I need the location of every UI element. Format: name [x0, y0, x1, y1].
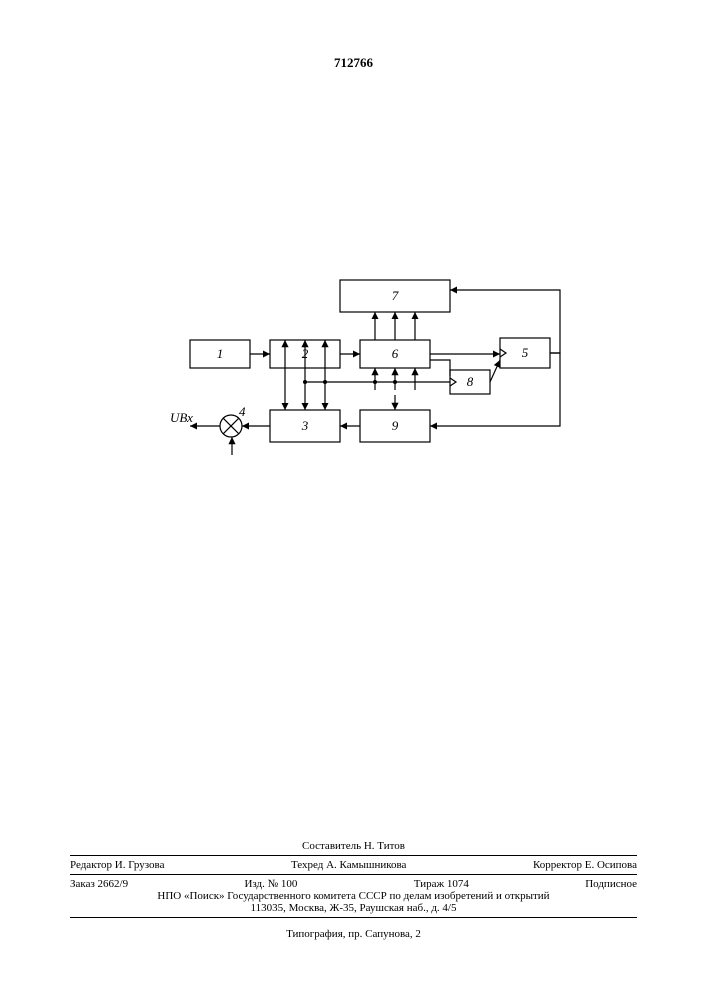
svg-text:5: 5 [522, 345, 529, 360]
compiler-line: Составитель Н. Титов [70, 840, 637, 852]
corrector: Корректор Е. Осипова [533, 859, 637, 871]
svg-text:6: 6 [392, 346, 399, 361]
print-row: Заказ 2662/9 Изд. № 100 Тираж 1074 Подпи… [70, 878, 637, 890]
issue: Изд. № 100 [244, 878, 297, 890]
footer-rule-1 [70, 855, 637, 856]
credits-row: Редактор И. Грузова Техред А. Камышников… [70, 859, 637, 871]
footer-block: Составитель Н. Титов Редактор И. Грузова… [70, 840, 637, 940]
tirage: Тираж 1074 [414, 878, 469, 890]
address: 113035, Москва, Ж-35, Раушская наб., д. … [70, 902, 637, 914]
page-number: 712766 [0, 55, 707, 71]
svg-text:3: 3 [301, 418, 309, 433]
org: НПО «Поиск» Государственного комитета СС… [70, 890, 637, 902]
svg-text:4: 4 [239, 404, 246, 419]
svg-text:8: 8 [467, 374, 474, 389]
footer-rule-2 [70, 874, 637, 875]
subscription: Подписное [585, 878, 637, 890]
editor: Редактор И. Грузова [70, 859, 164, 871]
techred: Техред А. Камышникова [291, 859, 406, 871]
order: Заказ 2662/9 [70, 878, 128, 890]
footer-rule-3 [70, 917, 637, 918]
circuit-diagram: 126758394UВх [150, 260, 570, 490]
printer: Типография, пр. Сапунова, 2 [70, 928, 637, 940]
svg-text:UВх: UВх [170, 410, 193, 425]
svg-text:9: 9 [392, 418, 399, 433]
svg-text:1: 1 [217, 346, 224, 361]
svg-text:7: 7 [392, 288, 399, 303]
